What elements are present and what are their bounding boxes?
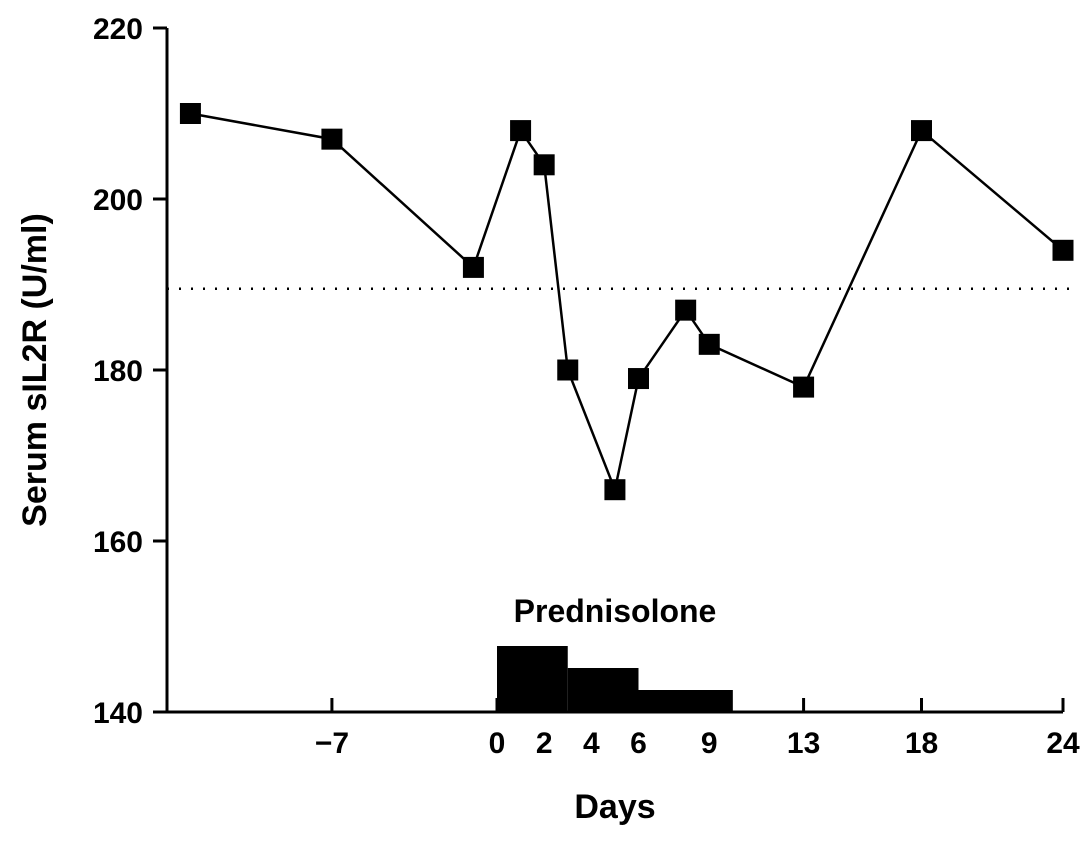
dose-block <box>638 690 733 712</box>
x-tick-label: 4 <box>583 727 600 760</box>
dose-block <box>567 668 639 712</box>
x-tick-label: 13 <box>787 727 820 760</box>
data-point <box>1052 239 1074 261</box>
x-tick-label: 0 <box>489 727 506 760</box>
data-point <box>321 128 343 150</box>
prednisolone-dose-layer <box>497 646 733 712</box>
y-tick-label: 160 <box>93 526 143 559</box>
y-axis-title: Serum sIL2R (U/ml) <box>16 213 54 527</box>
data-point <box>911 120 932 142</box>
data-point <box>533 154 555 176</box>
data-point <box>628 368 649 390</box>
x-tick-label: 18 <box>905 727 938 760</box>
y-tick-label: 220 <box>93 13 143 46</box>
x-tick-label: −7 <box>315 727 349 760</box>
x-axis-title: Days <box>574 788 655 826</box>
data-point <box>557 359 579 381</box>
x-tick-label: 2 <box>536 727 553 760</box>
data-point <box>510 120 532 142</box>
data-point <box>698 333 720 355</box>
data-point <box>604 479 626 501</box>
data-point <box>675 299 697 321</box>
series-line <box>190 112 1064 495</box>
x-tick-label: 6 <box>630 727 647 760</box>
series-layer <box>179 103 1074 501</box>
x-tick-label: 24 <box>1046 727 1080 760</box>
data-point <box>462 256 484 278</box>
data-point <box>179 103 201 124</box>
dose-block <box>497 646 568 712</box>
y-tick-label: 200 <box>93 184 143 217</box>
prednisolone-label: Prednisolone <box>514 593 717 629</box>
y-tick-label: 140 <box>93 697 143 730</box>
x-tick-label: 9 <box>701 727 718 760</box>
y-tick-label: 180 <box>93 355 143 388</box>
data-point <box>793 376 815 398</box>
